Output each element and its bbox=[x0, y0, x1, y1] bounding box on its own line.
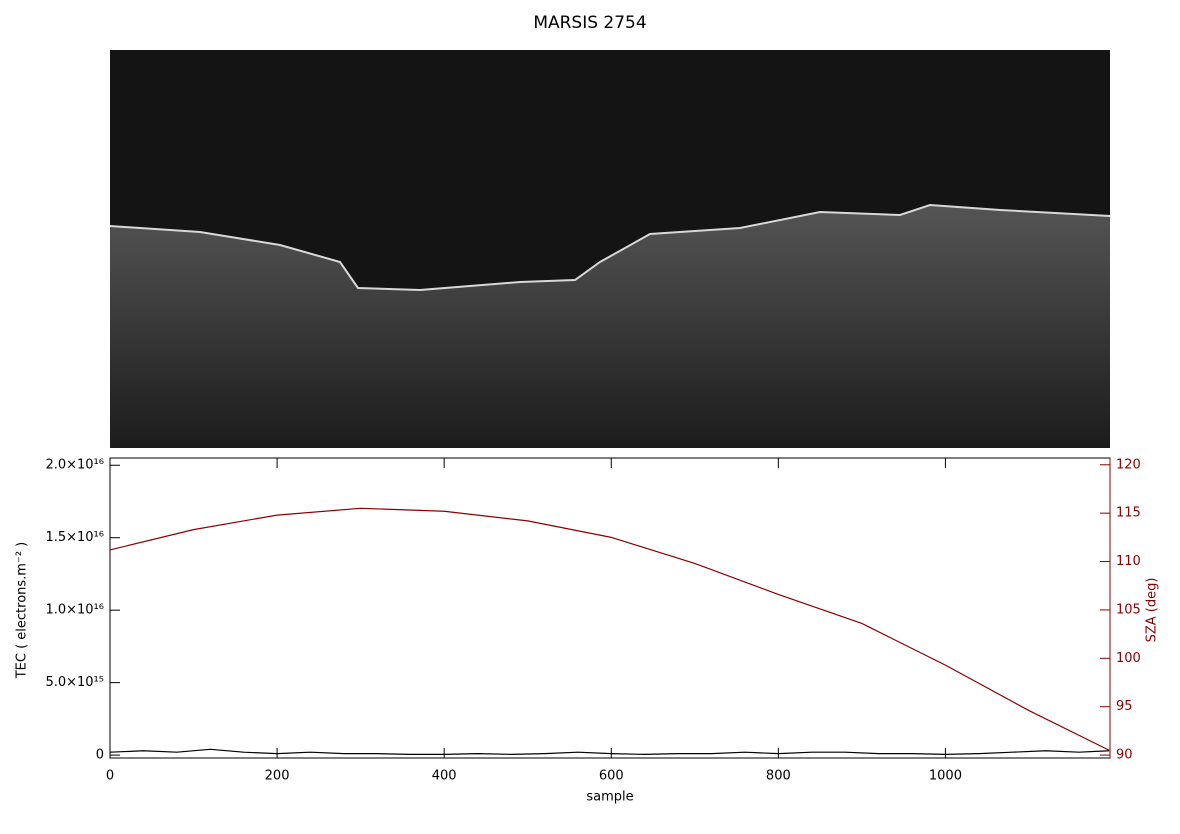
x-tick-label: 200 bbox=[265, 769, 290, 784]
y2-tick-label: 100 bbox=[1116, 651, 1141, 666]
y-tick-label: 0 bbox=[96, 748, 104, 763]
y2-tick-label: 115 bbox=[1116, 506, 1141, 521]
series-line bbox=[109, 507, 1110, 751]
radargram bbox=[109, 50, 1111, 448]
y2-tick-label: 110 bbox=[1116, 554, 1141, 569]
x-tick-label: 800 bbox=[766, 769, 791, 784]
y-tick-label: 1.0×10¹⁶ bbox=[45, 603, 104, 618]
y-tick-label: 5.0×10¹⁵ bbox=[45, 675, 104, 690]
y2-tick-label: 90 bbox=[1116, 748, 1133, 763]
y2-tick-label: 95 bbox=[1116, 699, 1133, 714]
x-axis-label: sample bbox=[586, 790, 633, 805]
y2-tick-label: 120 bbox=[1116, 457, 1141, 472]
chart-title: MARSIS 2754 bbox=[533, 13, 646, 33]
y-axis-label: TEC ( electrons.m⁻² ) bbox=[15, 542, 30, 680]
series-line bbox=[109, 748, 1110, 755]
y-tick-label: 1.5×10¹⁶ bbox=[45, 530, 104, 545]
plot-frame bbox=[109, 457, 1111, 759]
x-tick-label: 0 bbox=[106, 769, 114, 784]
y2-tick-label: 105 bbox=[1116, 602, 1141, 617]
x-tick-label: 400 bbox=[432, 769, 457, 784]
x-tick-label: 1000 bbox=[929, 769, 962, 784]
y-tick-label: 2.0×10¹⁶ bbox=[45, 458, 104, 473]
x-tick-label: 600 bbox=[599, 769, 624, 784]
y2-axis-label: SZA (deg) bbox=[1145, 578, 1160, 643]
